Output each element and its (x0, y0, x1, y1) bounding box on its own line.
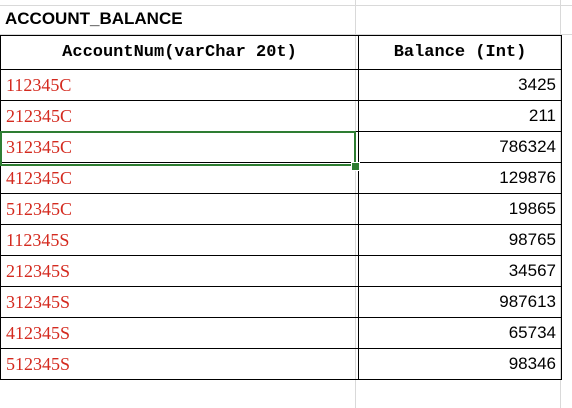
table-row: 112345S 98765 (0, 224, 562, 256)
table-row: 412345C 129876 (0, 162, 562, 194)
gridline-horizontal (0, 34, 572, 35)
account-balance-table: AccountNum(varChar 20t) Balance (Int) 11… (0, 35, 562, 380)
account-cell[interactable]: 212345S (0, 255, 359, 287)
table-row: 312345C 786324 (0, 131, 562, 163)
balance-cell[interactable]: 987613 (358, 286, 562, 318)
balance-cell[interactable]: 211 (358, 100, 562, 132)
table-row: 412345S 65734 (0, 317, 562, 349)
balance-cell[interactable]: 65734 (358, 317, 562, 349)
account-cell[interactable]: 212345C (0, 100, 359, 132)
balance-cell[interactable]: 98346 (358, 348, 562, 380)
account-cell[interactable]: 112345C (0, 69, 359, 101)
account-cell[interactable]: 112345S (0, 224, 359, 256)
table-header-row: AccountNum(varChar 20t) Balance (Int) (0, 35, 562, 70)
balance-cell[interactable]: 98765 (358, 224, 562, 256)
table-row: 212345S 34567 (0, 255, 562, 287)
table-row: 512345S 98346 (0, 348, 562, 380)
account-cell[interactable]: 512345C (0, 193, 359, 225)
account-cell[interactable]: 412345C (0, 162, 359, 194)
table-row: 112345C 3425 (0, 69, 562, 101)
gridline-horizontal (0, 5, 572, 6)
column-header-balance[interactable]: Balance (Int) (358, 35, 562, 70)
balance-cell[interactable]: 19865 (358, 193, 562, 225)
table-row: 512345C 19865 (0, 193, 562, 225)
account-cell[interactable]: 512345S (0, 348, 359, 380)
balance-cell[interactable]: 34567 (358, 255, 562, 287)
balance-cell[interactable]: 129876 (358, 162, 562, 194)
sheet-title[interactable]: ACCOUNT_BALANCE (5, 9, 183, 28)
fill-handle[interactable] (351, 162, 360, 171)
account-cell[interactable]: 412345S (0, 317, 359, 349)
table-row: 212345C 211 (0, 100, 562, 132)
balance-cell[interactable]: 786324 (358, 131, 562, 163)
balance-cell[interactable]: 3425 (358, 69, 562, 101)
column-header-account[interactable]: AccountNum(varChar 20t) (0, 35, 359, 70)
account-cell[interactable]: 312345C (0, 131, 359, 163)
table-row: 312345S 987613 (0, 286, 562, 318)
account-cell[interactable]: 312345S (0, 286, 359, 318)
